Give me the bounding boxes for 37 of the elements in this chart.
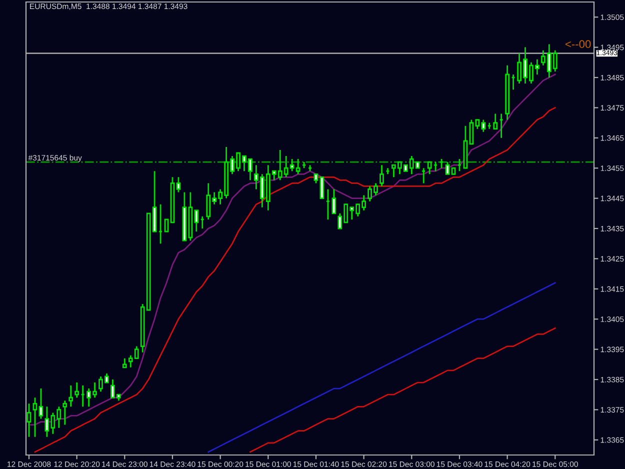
candlestick [427,161,432,175]
candlestick [26,402,32,438]
candlestick [332,188,336,214]
candlestick [164,218,169,232]
candlestick [200,216,205,230]
line-series [28,74,556,426]
candlestick [314,173,318,184]
candlestick [445,161,450,175]
line-series [208,282,556,453]
line-series [250,327,556,453]
candlestick [62,400,68,426]
candlestick [326,188,330,220]
candlestick [122,358,127,368]
candlestick [158,204,163,244]
candlestick [421,167,426,184]
text: <--00 [565,40,591,48]
candlestick [380,164,384,187]
candlestick [74,382,80,398]
candlestick [308,164,312,172]
candlestick [170,176,175,224]
candlestick [493,113,498,130]
candlestick [68,384,74,408]
candlestick [505,64,510,120]
candlestick [433,161,438,172]
candlestick [38,388,44,420]
candlestick [451,167,456,175]
candlestick [499,113,504,139]
candlestick [302,161,306,169]
candlestick [176,176,181,193]
candlestick [80,384,85,408]
candlestick [457,158,462,172]
candlestick [487,122,492,130]
candlestick [32,396,38,438]
candlestick [439,158,444,169]
candlestick [320,176,324,199]
candlestick [511,74,516,90]
candlestick [386,167,390,175]
